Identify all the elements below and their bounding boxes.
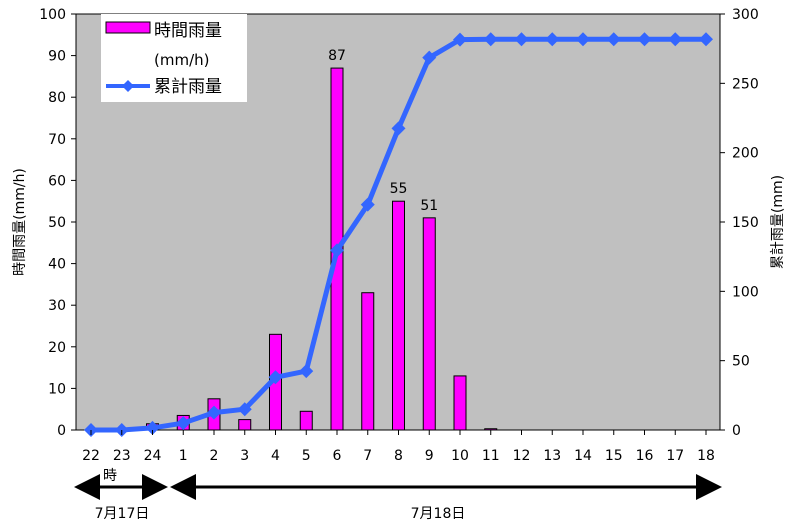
x-tick-label: 16 — [636, 448, 654, 464]
line-point — [514, 32, 529, 47]
date-arrow-0717-left-head — [74, 474, 100, 500]
line-point — [483, 32, 498, 47]
x-tick-label: 8 — [394, 448, 403, 464]
line-point — [237, 402, 252, 417]
line-point — [637, 32, 652, 47]
left-tick-label: 60 — [48, 173, 66, 189]
legend-line-label: 累計雨量 — [154, 77, 222, 97]
line-point — [207, 405, 221, 420]
line-point — [330, 243, 344, 258]
hour-label: 時 — [103, 468, 117, 484]
right-tick-label: 200 — [732, 146, 759, 162]
bar — [422, 217, 436, 431]
x-tick-label: 18 — [697, 448, 715, 464]
x-tick-label: 7 — [363, 448, 372, 464]
line-point — [391, 121, 406, 136]
bar — [361, 292, 375, 431]
legend-bar-unit: (mm/h) — [154, 51, 210, 69]
line-point — [606, 32, 621, 47]
bar — [484, 428, 498, 431]
line-point — [422, 50, 437, 65]
right-axis: 0 50 100 150 200 250 300 — [720, 7, 759, 439]
x-tick-label: 13 — [543, 448, 561, 464]
x-tick-label: 10 — [451, 448, 469, 464]
date-arrow-0718-left-head — [170, 474, 196, 500]
left-tick-label: 10 — [48, 381, 66, 397]
x-tick-label: 11 — [482, 448, 500, 464]
x-axis: 22 23 24 1 2 3 4 5 6 7 8 9 10 11 12 13 14 15 16 17 18 — [82, 430, 715, 464]
legend: 時間雨量 (mm/h) 累計雨量 — [101, 14, 247, 102]
bar-data-label: 55 — [390, 181, 408, 197]
bar — [238, 419, 252, 431]
bar-data-label: 51 — [420, 198, 438, 214]
bar — [392, 200, 405, 431]
line-point — [668, 32, 683, 47]
x-tick-label: 9 — [425, 448, 434, 464]
x-tick-label: 12 — [513, 448, 531, 464]
x-tick-label: 1 — [179, 448, 188, 464]
left-tick-label: 80 — [48, 90, 66, 106]
line-point — [545, 32, 560, 47]
date-arrow-0717-right-head — [142, 474, 168, 500]
line-point — [453, 32, 467, 47]
legend-bar-label: 時間雨量 — [154, 21, 222, 41]
left-tick-label: 100 — [39, 7, 66, 23]
right-tick-label: 300 — [732, 7, 759, 23]
left-tick-label: 20 — [48, 340, 66, 356]
date-arrow-0718-right-head — [696, 474, 722, 500]
line-point — [576, 32, 590, 47]
date-label-0718: 7月18日 — [411, 506, 466, 522]
legend-line-marker — [122, 80, 134, 92]
x-tick-label: 22 — [82, 448, 100, 464]
x-tick-label: 14 — [574, 448, 592, 464]
line-point — [268, 370, 283, 385]
left-tick-label: 50 — [48, 215, 66, 231]
left-axis-label: 時間雨量(mm/h) — [12, 168, 28, 276]
left-tick-label: 40 — [48, 257, 66, 273]
x-tick-label: 5 — [302, 448, 311, 464]
legend-bar-swatch — [105, 21, 151, 34]
line-point — [145, 420, 160, 435]
right-tick-label: 100 — [732, 284, 759, 300]
left-tick-label: 70 — [48, 132, 66, 148]
date-label-0717: 7月17日 — [95, 506, 150, 522]
x-tick-label: 23 — [113, 448, 131, 464]
x-tick-label: 15 — [605, 448, 623, 464]
line-series — [84, 32, 713, 437]
right-tick-label: 0 — [732, 423, 741, 439]
bar — [299, 410, 313, 431]
x-tick-label: 24 — [144, 448, 162, 464]
right-tick-label: 150 — [732, 215, 759, 231]
bar — [453, 375, 467, 431]
line-point — [176, 416, 191, 431]
x-tick-label: 2 — [210, 448, 219, 464]
line-point — [360, 197, 375, 212]
left-axis: 0 10 20 30 40 50 60 70 80 90 100 — [39, 7, 76, 439]
left-tick-label: 0 — [57, 423, 66, 439]
right-tick-label: 250 — [732, 76, 759, 92]
left-tick-label: 90 — [48, 49, 66, 65]
line-point — [699, 32, 713, 47]
date-annotations: 時 7月17日 7月18日 — [74, 468, 722, 522]
line-point — [299, 364, 314, 379]
bar-data-label: 87 — [328, 48, 346, 64]
x-tick-label: 17 — [666, 448, 684, 464]
x-tick-label: 4 — [271, 448, 280, 464]
bar-data-labels: 87 55 51 — [328, 48, 438, 214]
x-tick-label: 6 — [333, 448, 342, 464]
left-tick-label: 30 — [48, 298, 66, 314]
right-axis-label: 累計雨量(mm) — [770, 175, 786, 269]
right-tick-label: 50 — [732, 354, 750, 370]
x-tick-label: 3 — [240, 448, 249, 464]
